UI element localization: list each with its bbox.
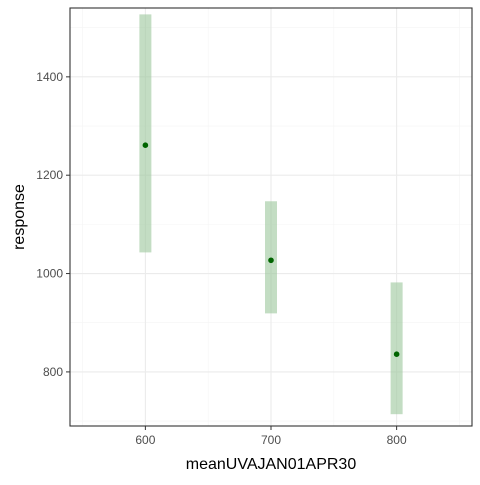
y-tick-label: 800 [43,365,63,379]
y-axis-ticks: 800 1000 1200 1400 [36,70,70,379]
error-band [390,282,403,415]
y-tick-label: 1400 [36,70,63,84]
x-tick-label: 700 [261,433,281,447]
y-axis-title: response [11,184,28,250]
y-tick-label: 1200 [36,168,63,182]
data-point [142,142,149,149]
error-band-layer [139,14,403,415]
x-tick-label: 800 [387,433,407,447]
data-point [393,351,400,358]
error-band [265,201,277,314]
x-axis-title: meanUVAJAN01APR30 [186,456,357,473]
error-band [139,14,152,253]
x-axis-ticks: 600 700 800 [135,426,407,447]
point-layer [142,142,400,358]
y-tick-label: 1000 [36,267,63,281]
data-point [268,257,274,264]
x-tick-label: 600 [135,433,155,447]
